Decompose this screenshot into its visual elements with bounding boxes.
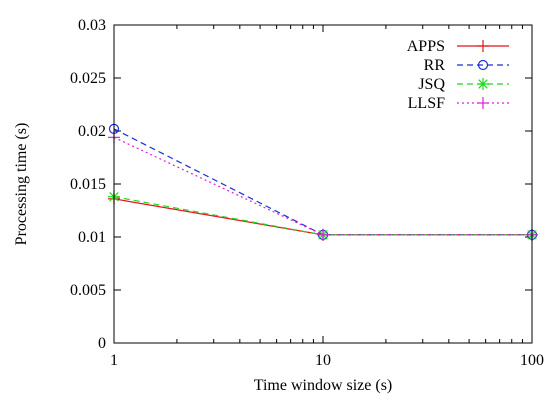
x-tick-label: 100	[520, 352, 544, 369]
plot-series	[108, 123, 538, 241]
legend-marker	[477, 40, 489, 52]
series-line	[113, 128, 532, 236]
y-axis-title: Processing time (s)	[13, 123, 30, 246]
legend-label: JSQ	[418, 76, 445, 93]
x-axis-title: Time window size (s)	[254, 377, 393, 394]
legend: APPS RR JSQ LLSF	[407, 38, 509, 112]
legend-label: RR	[424, 57, 446, 74]
y-tick-label: 0.015	[70, 176, 106, 193]
legend-item: LLSF	[408, 95, 509, 112]
y-tick-label: 0.03	[78, 17, 106, 34]
legend-label: LLSF	[408, 95, 445, 112]
y-tick-label: 0.01	[78, 229, 106, 246]
legend-marker	[477, 59, 489, 71]
legend-item: JSQ	[418, 76, 509, 93]
x-tick-label: 10	[315, 352, 331, 369]
legend-label: APPS	[407, 38, 445, 55]
x-tick-label: 1	[110, 352, 118, 369]
data-point	[317, 228, 329, 241]
legend-item: APPS	[407, 38, 509, 55]
y-tick-label: 0.02	[78, 123, 106, 140]
y-tick-label: 0.025	[70, 70, 106, 87]
legend-item: RR	[424, 57, 509, 74]
legend-marker	[477, 78, 489, 90]
legend-marker	[477, 97, 489, 109]
y-tick-label: 0.005	[70, 282, 106, 299]
plot-frame	[113, 24, 533, 344]
series-llsf	[108, 131, 538, 241]
y-tick-label: 0	[98, 335, 106, 352]
axis-ticks: 0 0.005 0.01 0.015 0.02 0.025 0.03 1 10 100	[70, 17, 544, 369]
series-rr	[108, 123, 538, 240]
series-line	[113, 136, 532, 236]
